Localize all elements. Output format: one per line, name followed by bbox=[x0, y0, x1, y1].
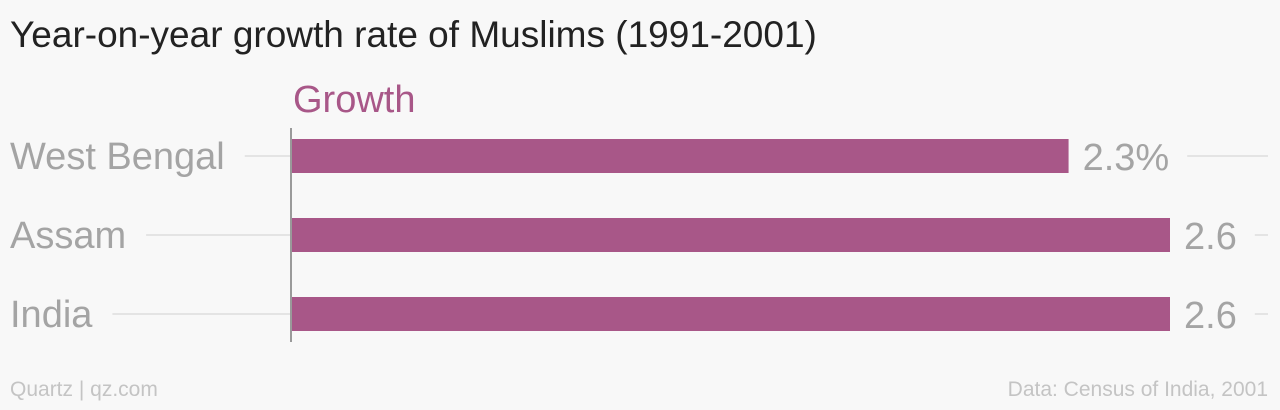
footer-source-credit: Quartz | qz.com bbox=[10, 378, 158, 401]
bar-chart: Growth West Bengal 2.3% Assam 2.6 India 2.6 bbox=[10, 79, 1268, 342]
bar bbox=[291, 297, 1170, 331]
category-label: West Bengal bbox=[10, 136, 225, 178]
category-label: India bbox=[10, 294, 93, 336]
category-label: Assam bbox=[10, 215, 126, 257]
series-label: Growth bbox=[293, 79, 415, 121]
footer-data-credit: Data: Census of India, 2001 bbox=[1007, 378, 1268, 401]
value-label: 2.6 bbox=[1184, 216, 1237, 258]
bar bbox=[291, 218, 1170, 252]
value-label: 2.3% bbox=[1083, 137, 1170, 179]
chart-title: Year-on-year growth rate of Muslims (199… bbox=[10, 14, 817, 55]
bar bbox=[291, 139, 1069, 173]
value-label: 2.6 bbox=[1184, 295, 1237, 337]
